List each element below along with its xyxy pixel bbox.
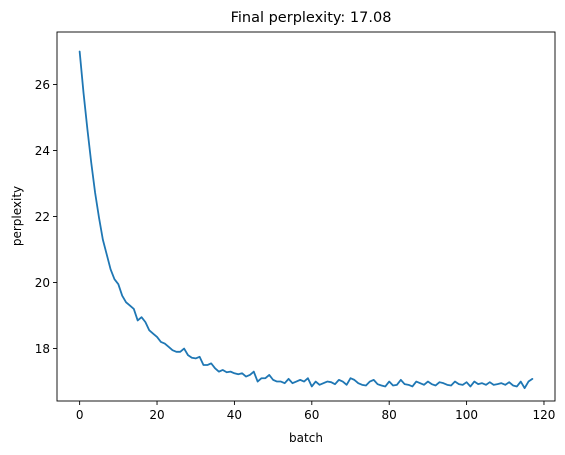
- y-tick-label: 26: [35, 78, 50, 92]
- x-tick-label: 100: [455, 408, 478, 422]
- y-axis-label: perplexity: [10, 186, 24, 246]
- plot-frame: [56, 31, 556, 402]
- x-axis: 0 20 40 60 80 100 120: [76, 401, 556, 422]
- x-tick-label: 80: [382, 408, 397, 422]
- x-tick-label: 20: [149, 408, 164, 422]
- x-tick-label: 0: [76, 408, 84, 422]
- y-tick-label: 18: [35, 342, 50, 356]
- x-tick-label: 40: [227, 408, 242, 422]
- chart-title: Final perplexity: 17.08: [231, 10, 392, 26]
- perplexity-line: [78, 50, 534, 390]
- x-tick-label: 120: [533, 408, 556, 422]
- plot-area: [57, 32, 555, 401]
- x-axis-label: batch: [289, 431, 323, 445]
- y-axis: 18 20 22 24 26: [35, 78, 57, 356]
- y-tick-label: 24: [35, 144, 50, 158]
- y-tick-label: 20: [35, 276, 50, 290]
- y-tick-label: 22: [35, 210, 50, 224]
- x-tick-label: 60: [304, 408, 319, 422]
